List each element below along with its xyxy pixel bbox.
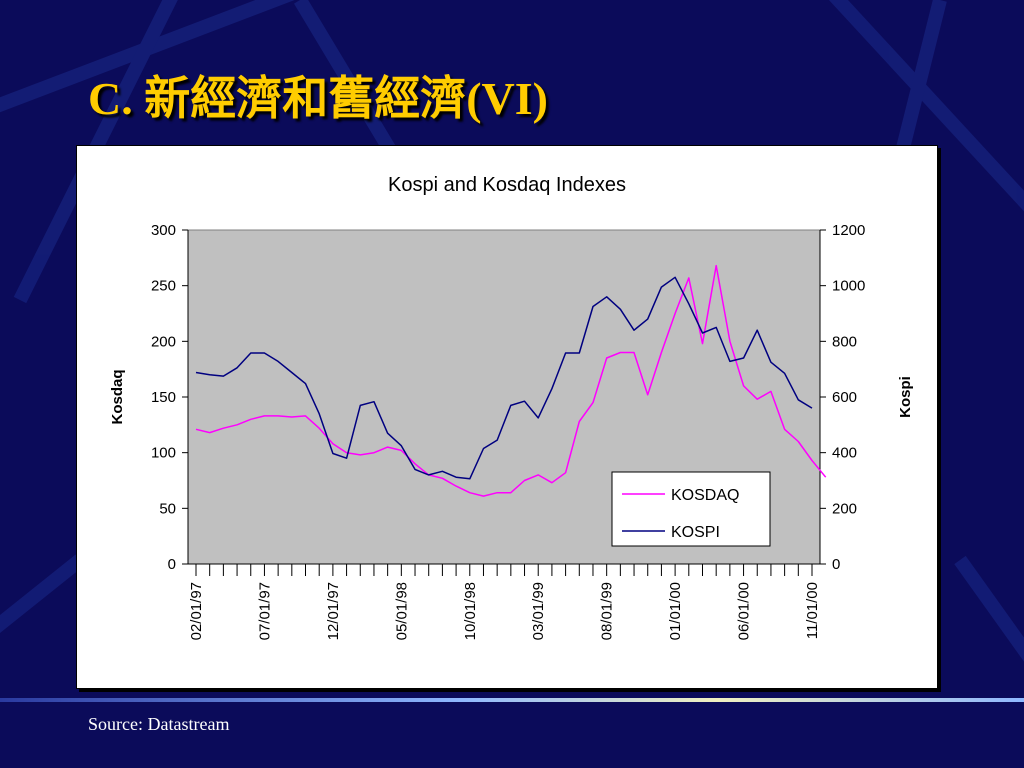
right-tick-label: 1200 — [832, 222, 865, 239]
line-chart: Kospi and Kosdaq Indexes 0 50 100 150 200 250… — [109, 174, 914, 640]
x-tick-label: 10/01/98 — [462, 582, 479, 640]
chart-panel: Kospi and Kosdaq Indexes 0 50 100 150 200 250… — [76, 145, 938, 689]
x-tick-label: 05/01/98 — [393, 582, 410, 640]
right-axis-title: Kospi — [897, 376, 914, 418]
left-tick-label: 50 — [159, 500, 176, 517]
left-axis-title: Kosdaq — [109, 369, 126, 424]
right-tick-label: 1000 — [832, 278, 865, 295]
right-tick-label: 600 — [832, 389, 857, 406]
left-tick-label: 0 — [168, 556, 176, 573]
chart-legend: KOSDAQ KOSPI — [611, 471, 771, 547]
source-note: Source: Datastream — [88, 714, 230, 734]
x-tick-label: 06/01/00 — [736, 582, 753, 640]
x-tick-label: 07/01/97 — [256, 582, 273, 640]
legend-label-kospi: KOSPI — [671, 524, 720, 541]
x-tick-label: 11/01/00 — [804, 582, 821, 639]
x-tick-label: 01/01/00 — [667, 582, 684, 640]
left-tick-label: 250 — [151, 278, 176, 295]
legend-box — [611, 471, 771, 547]
x-tick-label: 03/01/99 — [530, 582, 547, 640]
right-tick-label: 200 — [832, 500, 857, 517]
right-tick-label: 400 — [832, 445, 857, 462]
footer-divider — [0, 698, 1024, 702]
right-tick-label: 800 — [832, 333, 857, 350]
x-tick-label: 12/01/97 — [325, 582, 342, 640]
series-line-kospi — [195, 276, 813, 480]
series-lines — [195, 264, 827, 497]
chart-title: Kospi and Kosdaq Indexes — [388, 174, 626, 196]
left-tick-label: 300 — [151, 222, 176, 239]
slide-title: C. 新經濟和舊經濟(VI) — [88, 73, 548, 124]
legend-label-kosdaq: KOSDAQ — [671, 487, 739, 504]
series-line-kosdaq — [195, 264, 827, 497]
left-tick-label: 150 — [151, 389, 176, 406]
left-tick-label: 100 — [151, 445, 176, 462]
axes: 0 50 100 150 200 250 300 0 200 400 600 800 1000 1200 0… — [151, 222, 865, 640]
right-tick-label: 0 — [832, 556, 840, 573]
left-tick-label: 200 — [151, 333, 176, 350]
x-tick-label: 08/01/99 — [599, 582, 616, 640]
x-tick-label: 02/01/97 — [188, 582, 205, 640]
